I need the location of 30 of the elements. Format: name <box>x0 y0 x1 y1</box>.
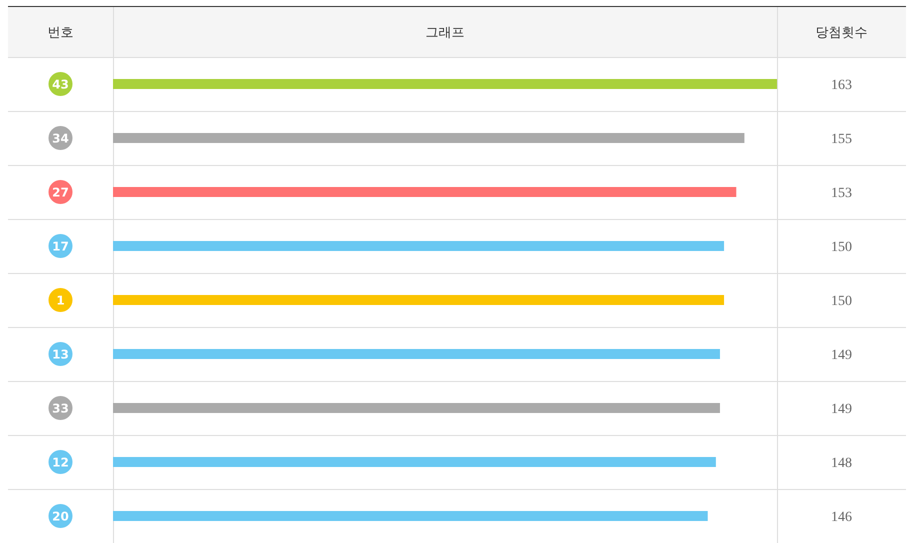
data-label: 163 <box>831 78 852 93</box>
y-tick-label: 33 <box>52 402 69 416</box>
bar <box>113 349 720 359</box>
y-axis-title: 번호 <box>48 26 74 40</box>
bar <box>113 241 724 251</box>
data-label: 148 <box>831 456 852 471</box>
y-tick-label: 27 <box>52 186 69 200</box>
bar <box>113 457 716 467</box>
data-label: 150 <box>831 294 852 309</box>
bar <box>113 133 744 143</box>
data-label: 150 <box>831 240 852 255</box>
data-label: 155 <box>831 132 852 147</box>
y-tick-label: 1 <box>56 294 65 308</box>
data-label: 149 <box>831 348 852 363</box>
y-tick-label: 13 <box>52 348 69 362</box>
y-tick-label: 34 <box>52 132 69 146</box>
bar <box>113 511 708 521</box>
chart-title: 그래프 <box>426 26 464 40</box>
bar <box>113 79 777 89</box>
x-axis-title: 당첨횟수 <box>816 26 868 40</box>
y-tick-label: 12 <box>52 456 69 470</box>
bar <box>113 187 736 197</box>
y-tick-label: 20 <box>52 510 69 524</box>
data-label: 153 <box>831 186 852 201</box>
y-tick-label: 17 <box>52 240 69 254</box>
y-tick-label: 43 <box>52 78 69 92</box>
bar <box>113 295 724 305</box>
data-label: 149 <box>831 402 852 417</box>
bar <box>113 403 720 413</box>
data-label: 146 <box>831 510 852 525</box>
